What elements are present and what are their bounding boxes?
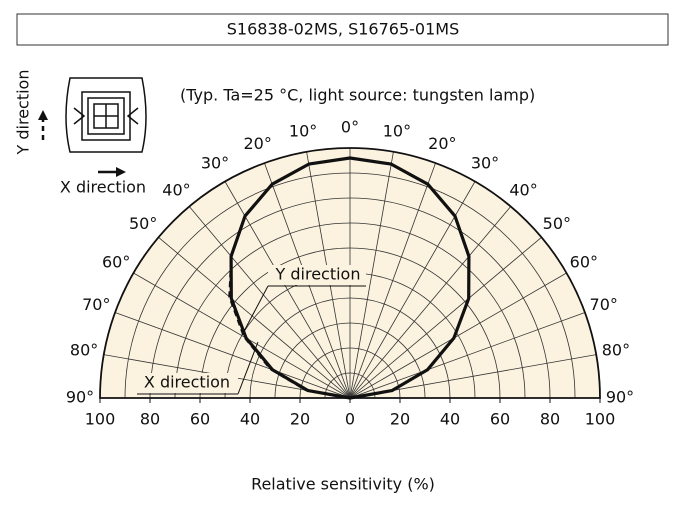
- chart-title: S16838-02MS, S16765-01MS: [227, 20, 459, 39]
- theta-tick-label: 60°: [102, 253, 130, 272]
- grid-spoke: [114, 312, 351, 399]
- x-tick-label: 80: [540, 410, 560, 429]
- title-box: [16, 13, 669, 46]
- inset-x-label: X direction: [60, 178, 146, 197]
- theta-tick-label: 90°: [606, 388, 634, 407]
- grid-spoke: [349, 162, 436, 399]
- theta-tick-label: 40°: [162, 181, 190, 200]
- label-bg: [137, 373, 238, 393]
- inset-arrows: [38, 110, 126, 177]
- theta-tick-label: 40°: [509, 181, 537, 200]
- label-leader: [241, 285, 269, 336]
- x-axis-label: Relative sensitivity (%): [251, 475, 435, 494]
- theta-tick-label: 0°: [341, 118, 359, 137]
- theta-tick-label: 70°: [82, 295, 110, 314]
- series-line: [228, 157, 470, 399]
- series-label: X direction: [144, 373, 230, 392]
- theta-tick-label: 80°: [602, 341, 630, 360]
- label-leader: [237, 341, 259, 395]
- subtitle: (Typ. Ta=25 °C, light source: tungsten l…: [180, 86, 535, 105]
- theta-tick-label: 50°: [129, 214, 157, 233]
- theta-tick-label: 90°: [66, 388, 94, 407]
- x-tick-label: 40: [240, 410, 260, 429]
- grid-spoke: [349, 151, 394, 399]
- grid-spoke: [349, 206, 512, 399]
- theta-tick-label: 80°: [70, 341, 98, 360]
- x-tick-label: 100: [85, 410, 116, 429]
- inset-icon: [65, 77, 147, 153]
- theta-tick-label: 10°: [383, 122, 411, 141]
- theta-tick-label: 10°: [289, 122, 317, 141]
- theta-tick-label: 50°: [543, 214, 571, 233]
- theta-tick-label: 70°: [590, 295, 618, 314]
- series-label: Y direction: [275, 265, 361, 284]
- grid-spoke: [349, 312, 586, 399]
- grid-spoke: [133, 272, 351, 399]
- x-tick-label: 60: [190, 410, 210, 429]
- x-tick-label: 20: [390, 410, 410, 429]
- outer-arc: [99, 147, 601, 399]
- x-tick-label: 20: [290, 410, 310, 429]
- grid-spoke: [158, 236, 351, 399]
- x-tick-label: 40: [440, 410, 460, 429]
- theta-tick-label: 20°: [243, 134, 271, 153]
- inset-y-label: Y direction: [14, 70, 33, 156]
- theta-tick-label: 60°: [570, 253, 598, 272]
- grid-spoke: [349, 272, 567, 399]
- label-bg: [268, 265, 366, 285]
- theta-tick-label: 30°: [201, 154, 229, 173]
- x-tick-label: 0: [345, 410, 355, 429]
- x-tick-label: 60: [490, 410, 510, 429]
- grid-spoke: [188, 206, 351, 399]
- theta-tick-label: 20°: [428, 134, 456, 153]
- x-tick-label: 80: [140, 410, 160, 429]
- x-tick-label: 100: [585, 410, 616, 429]
- grid-spoke: [349, 236, 542, 399]
- theta-tick-label: 30°: [471, 154, 499, 173]
